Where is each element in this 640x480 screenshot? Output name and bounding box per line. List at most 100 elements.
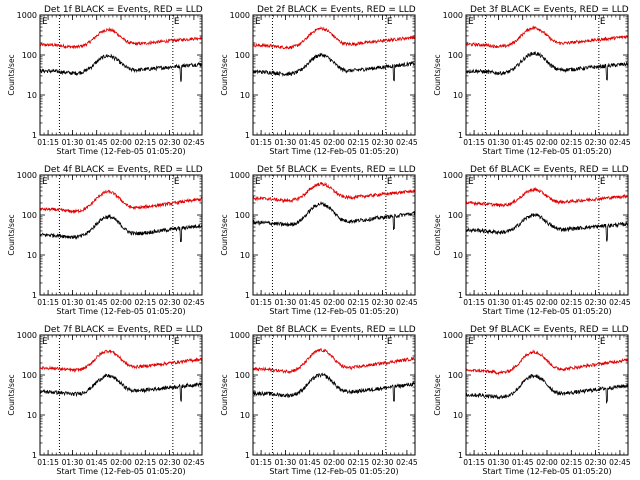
x-tick-label: 02:30 (372, 298, 394, 307)
corner-mark-right: E (600, 177, 606, 187)
corner-mark-left: E (42, 337, 48, 347)
x-tick-label: 02:30 (159, 138, 181, 147)
y-tick-label: 100 (235, 371, 250, 380)
x-axis-label: Start Time (12-Feb-05 01:05:20) (269, 147, 398, 156)
x-tick-label: 02:30 (585, 298, 607, 307)
x-tick-label: 02:00 (323, 458, 345, 467)
panel-6: Det 6f BLACK = Events, RED = LLD 1 10 100 10… (433, 165, 631, 316)
lld-series-line (39, 349, 202, 373)
panel-8: Det 8f BLACK = Events, RED = LLD 1 10 100 10… (220, 325, 418, 476)
y-axis-label: Counts/sec (220, 214, 229, 255)
lld-series-line (39, 26, 202, 50)
x-tick-label: 01:45 (512, 458, 534, 467)
y-tick-label: 10 (453, 251, 463, 260)
lld-series-line (466, 349, 628, 376)
x-tick-label: 02:15 (560, 458, 582, 467)
corner-mark-right: E (600, 337, 606, 347)
x-tick-label: 02:00 (110, 458, 132, 467)
panel-title: Det 6f BLACK = Events, RED = LLD (470, 165, 629, 175)
x-tick-label: 02:00 (323, 298, 345, 307)
events-series-line (39, 53, 202, 82)
y-tick-label: 100 (235, 211, 250, 220)
y-tick-label: 1 (32, 451, 37, 460)
x-tick-label: 01:30 (488, 138, 510, 147)
events-series-line (465, 212, 628, 243)
x-tick-label: 02:30 (585, 458, 607, 467)
y-tick-label: 100 (448, 371, 463, 380)
panel-title: Det 7f BLACK = Events, RED = LLD (44, 325, 203, 335)
corner-mark-left: E (468, 17, 474, 27)
x-tick-label: 01:30 (62, 458, 84, 467)
events-series-line (39, 213, 202, 243)
x-tick-label: 01:45 (86, 298, 108, 307)
x-tick-label: 01:15 (37, 298, 59, 307)
lld-series-line (465, 186, 628, 208)
y-tick-label: 1 (458, 291, 463, 300)
corner-mark-left: E (255, 337, 261, 347)
y-axis-label: Counts/sec (7, 214, 16, 255)
x-tick-label: 02:15 (347, 298, 369, 307)
x-tick-label: 02:45 (609, 298, 631, 307)
plot-frame (465, 174, 629, 296)
panel-7: Det 7f BLACK = Events, RED = LLD 1 10 100 10… (7, 325, 205, 476)
x-tick-label: 01:45 (512, 298, 534, 307)
y-tick-label: 100 (448, 51, 463, 60)
x-tick-label: 01:15 (250, 138, 272, 147)
x-tick-label: 01:15 (250, 298, 272, 307)
y-tick-label: 1 (32, 131, 37, 140)
x-axis-label: Start Time (12-Feb-05 01:05:20) (56, 147, 185, 156)
x-tick-label: 01:45 (86, 458, 108, 467)
lld-series-line (465, 25, 628, 49)
corner-mark-left: E (468, 337, 474, 347)
x-tick-label: 02:15 (134, 298, 156, 307)
y-axis-label: Counts/sec (7, 374, 16, 415)
y-tick-label: 10 (240, 411, 250, 420)
x-tick-label: 01:15 (463, 138, 485, 147)
corner-mark-left: E (468, 177, 474, 187)
y-tick-label: 1000 (443, 331, 463, 340)
y-axis-label: Counts/sec (433, 54, 442, 95)
x-tick-label: 02:30 (372, 458, 394, 467)
y-tick-label: 1 (458, 131, 463, 140)
y-tick-label: 1 (245, 131, 250, 140)
x-tick-label: 01:45 (299, 458, 321, 467)
y-tick-label: 1000 (17, 171, 37, 180)
corner-mark-left: E (255, 17, 261, 27)
x-tick-label: 01:45 (299, 138, 321, 147)
plot-frame (39, 174, 203, 296)
x-axis-label: Start Time (12-Feb-05 01:05:20) (482, 147, 611, 156)
lld-series-line (253, 348, 415, 375)
events-series-line (252, 52, 415, 82)
plot-frame (39, 14, 203, 136)
plot-frame (252, 14, 416, 136)
y-axis-label: Counts/sec (7, 54, 16, 95)
x-tick-label: 02:00 (110, 298, 132, 307)
events-series-line (466, 51, 628, 81)
x-tick-label: 02:00 (536, 138, 558, 147)
x-tick-label: 02:45 (609, 458, 631, 467)
x-tick-label: 01:15 (37, 458, 59, 467)
x-tick-label: 01:15 (250, 458, 272, 467)
x-tick-label: 02:45 (396, 298, 418, 307)
y-tick-label: 1 (245, 291, 250, 300)
x-tick-label: 02:45 (183, 298, 205, 307)
corner-mark-left: E (42, 17, 48, 27)
x-tick-label: 02:30 (159, 458, 181, 467)
x-axis-label: Start Time (12-Feb-05 01:05:20) (56, 307, 185, 316)
corner-mark-left: E (42, 177, 48, 187)
x-tick-label: 02:30 (372, 138, 394, 147)
plot-frame (252, 334, 416, 456)
y-axis-label: Counts/sec (433, 214, 442, 255)
y-tick-label: 1000 (17, 11, 37, 20)
panel-2: Det 2f BLACK = Events, RED = LLD 1 10 100 10… (220, 5, 418, 156)
events-series-line (252, 201, 415, 230)
y-tick-label: 1 (458, 451, 463, 460)
x-tick-label: 02:15 (134, 138, 156, 147)
y-tick-label: 10 (27, 411, 37, 420)
panel-title: Det 5f BLACK = Events, RED = LLD (257, 165, 416, 175)
y-tick-label: 1000 (230, 171, 250, 180)
events-series-line (465, 373, 628, 405)
x-axis-label: Start Time (12-Feb-05 01:05:20) (56, 467, 185, 476)
y-axis-label: Counts/sec (220, 374, 229, 415)
lld-series-line (252, 181, 415, 204)
